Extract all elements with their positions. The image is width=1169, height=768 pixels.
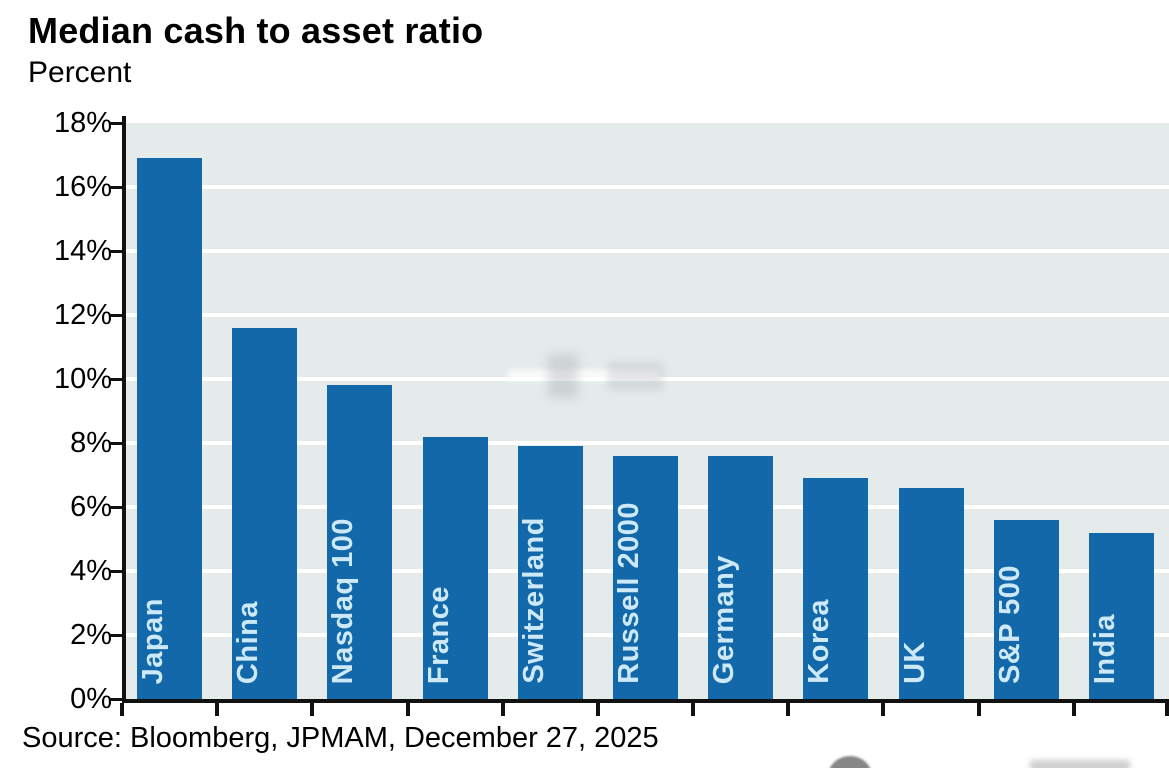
bar-india: India [1088,532,1154,699]
bar-label-wrap: UK [899,641,964,689]
bar-label-wrap: Japan [137,598,202,689]
y-tick [110,378,122,381]
y-tick [110,314,122,317]
bar-japan: Japan [137,158,203,699]
x-tick [881,703,886,716]
bar-russell-2000: Russell 2000 [613,455,678,699]
y-tick [110,634,122,637]
y-tick [110,506,122,509]
x-tick [215,703,220,716]
y-tick-label: 4% [70,555,112,587]
y-tick [110,698,122,701]
bar-label-wrap: China [232,601,297,689]
y-tick-label: 8% [70,427,112,459]
bar-s-p-500: S&P 500 [993,519,1059,699]
bar-label: Japan [137,597,170,684]
gridline [126,185,1169,189]
x-tick [976,703,981,716]
x-tick [120,703,124,716]
y-tick-label: 0% [70,683,112,715]
y-tick [110,122,122,125]
gridline [126,313,1169,317]
y-tick-label: 14% [53,235,112,267]
bar-uk: UK [898,487,964,699]
bar-label-wrap: Germany [708,555,773,689]
bar-label: Germany [708,554,741,684]
y-tick [110,570,122,573]
y-tick [110,250,122,253]
bar-label-wrap: S&P 500 [994,565,1059,689]
bar-label: Korea [803,599,836,684]
bar-korea: Korea [803,478,869,699]
bar-label-wrap: Korea [803,599,868,689]
x-tick [1165,703,1169,716]
plot-area: Japan China Nasdaq 100 France Switzerland Rus… [126,123,1169,699]
y-tick-label: 2% [70,619,112,651]
bar-label-wrap: Russell 2000 [613,502,678,689]
bar-label: China [232,600,265,684]
chart-subtitle: Percent [28,56,132,89]
y-tick [110,186,122,189]
x-tick [691,703,696,716]
bar-label-wrap: Switzerland [518,517,583,689]
bar-china: China [232,327,298,699]
source-text: Source: Bloomberg, JPMAM, December 27, 2… [22,722,659,754]
bar-label-wrap: France [423,586,488,689]
bar-label: Nasdaq 100 [327,517,360,684]
x-axis-line [122,699,1169,703]
bar-label: UK [898,641,931,684]
watermark-streak-icon [1030,760,1130,768]
gridline [126,249,1169,253]
watermark-circle-icon [828,756,872,768]
y-tick-label: 6% [70,491,112,523]
gridline [126,441,1169,445]
bar-label-wrap: India [1089,614,1154,689]
x-tick [1071,703,1076,716]
bar-label: India [1088,613,1121,684]
y-tick-label: 18% [53,107,112,139]
x-tick [405,703,410,716]
x-tick [595,703,600,716]
bar-label: Switzerland [517,517,550,684]
y-tick-label: 16% [53,171,112,203]
y-axis-line [122,116,126,703]
bar-nasdaq-100: Nasdaq 100 [327,385,393,699]
bar-label: S&P 500 [993,564,1026,684]
y-tick [110,442,122,445]
bar-france: France [422,436,488,699]
bar-switzerland: Switzerland [517,446,583,699]
bar-label-wrap: Nasdaq 100 [327,518,392,689]
bar-germany: Germany [708,455,774,699]
x-tick [310,703,315,716]
bar-label: Russell 2000 [613,502,645,684]
y-tick-label: 12% [53,299,112,331]
chart-title: Median cash to asset ratio [28,10,484,51]
bar-label: France [422,585,455,684]
y-tick-label: 10% [53,363,112,395]
x-tick [786,703,791,716]
x-tick [500,703,505,716]
